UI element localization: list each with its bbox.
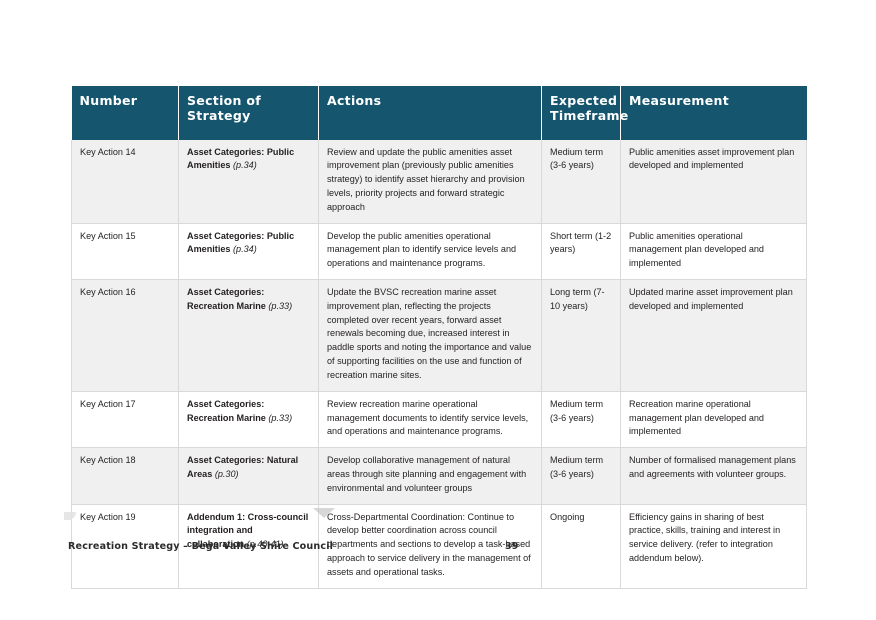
cell-timeframe: Medium term (3-6 years) (541, 447, 621, 505)
cell-measurement: Recreation marine operational management… (620, 391, 807, 449)
cell-actions: Develop collaborative management of natu… (318, 447, 542, 505)
cell-number: Key Action 18 (71, 447, 179, 505)
column-header-actions: Actions (318, 86, 542, 140)
cell-section: Asset Categories: Natural Areas (p.30) (178, 447, 319, 505)
cell-timeframe: Short term (1-2 years) (541, 223, 621, 281)
section-title: Asset Categories: Natural Areas (187, 455, 299, 479)
section-page-ref: (p.33) (268, 300, 293, 311)
column-header-measurement: Measurement (620, 86, 807, 140)
cell-actions: Review and update the public amenities a… (318, 139, 542, 224)
table-header: Number Section of Strategy Actions Expec… (71, 86, 807, 140)
cell-section: Asset Categories: Recreation Marine (p.3… (178, 279, 319, 392)
cell-timeframe: Medium term (3-6 years) (541, 139, 621, 224)
cell-actions: Review recreation marine operational man… (318, 391, 542, 449)
cell-actions: Update the BVSC recreation marine asset … (318, 279, 542, 392)
section-title: Addendum 1: Cross-council integration an… (187, 511, 309, 550)
table-header-row: Number Section of Strategy Actions Expec… (71, 86, 807, 140)
footer-document-title: Recreation Strategy – Bega Valley Shire … (68, 541, 334, 552)
table-row: Key Action 15 Asset Categories: Public A… (71, 223, 807, 281)
table-row: Key Action 17 Asset Categories: Recreati… (71, 391, 807, 449)
cell-actions: Develop the public amenities operational… (318, 223, 542, 281)
section-page-ref: (p.34) (233, 244, 257, 255)
section-title: Asset Categories: Public Amenities (187, 146, 295, 171)
cell-number: Key Action 14 (71, 139, 179, 224)
key-actions-table: Number Section of Strategy Actions Expec… (71, 86, 807, 589)
section-page-ref: (p.30) (214, 468, 239, 479)
table-row: Key Action 14 Asset Categories: Public A… (71, 139, 807, 224)
section-page-ref: (p.33) (268, 412, 293, 423)
section-title: Asset Categories: Recreation Marine (187, 398, 266, 423)
cell-measurement: Public amenities operational management … (620, 223, 807, 281)
cell-timeframe: Long term (7-10 years) (541, 279, 621, 392)
section-title: Asset Categories: Public Amenities (187, 230, 295, 255)
cell-section: Addendum 1: Cross-council integration an… (178, 504, 319, 589)
section-title: Asset Categories: Recreation Marine (187, 287, 266, 311)
cell-number: Key Action 16 (71, 279, 179, 392)
cell-number: Key Action 15 (71, 223, 179, 281)
cell-section: Asset Categories: Recreation Marine (p.3… (178, 391, 319, 449)
cell-number: Key Action 19 (71, 504, 179, 589)
section-page-ref: (p.34) (233, 160, 257, 171)
cell-measurement: Updated marine asset improvement plan de… (620, 279, 807, 392)
cell-measurement: Public amenities asset improvement plan … (620, 139, 807, 224)
cell-number: Key Action 17 (71, 391, 179, 449)
cell-actions: Cross-Departmental Coordination: Continu… (318, 504, 542, 589)
cell-timeframe: Medium term (3-6 years) (541, 391, 621, 449)
table-row: Key Action 19 Addendum 1: Cross-council … (71, 504, 807, 589)
cell-measurement: Efficiency gains in sharing of best prac… (620, 504, 807, 589)
column-header-section-of-strategy: Section of Strategy (178, 86, 319, 140)
page-break-marker-icon (313, 508, 335, 518)
page-fold-nub-icon (64, 512, 76, 520)
cell-section: Asset Categories: Public Amenities (p.34… (178, 139, 319, 224)
table-row: Key Action 16 Asset Categories: Recreati… (71, 279, 807, 392)
section-page-ref: (p.40-41) (246, 539, 284, 550)
table-row: Key Action 18 Asset Categories: Natural … (71, 447, 807, 505)
column-header-expected-timeframe: Expected Timeframe (541, 86, 628, 140)
cell-measurement: Number of formalised management plans an… (620, 447, 807, 505)
page-footer: Recreation Strategy – Bega Valley Shire … (68, 541, 808, 557)
column-header-number: Number (71, 86, 179, 140)
footer-page-number: 39 (505, 541, 519, 552)
cell-section: Asset Categories: Public Amenities (p.34… (178, 223, 319, 281)
table-body: Key Action 14 Asset Categories: Public A… (71, 139, 807, 589)
